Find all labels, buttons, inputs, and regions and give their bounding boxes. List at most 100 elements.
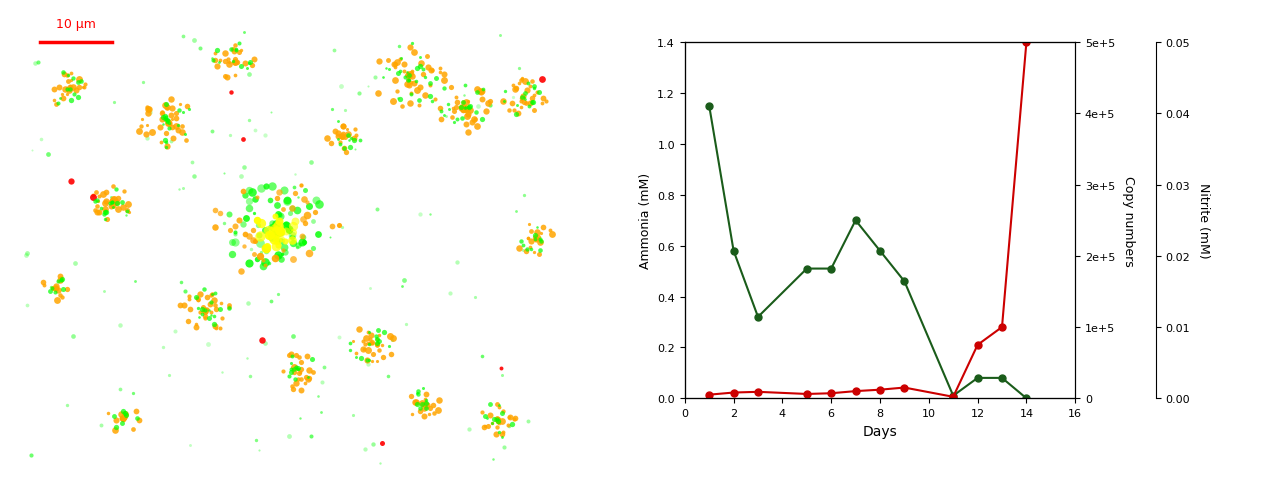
Point — [201, 309, 221, 317]
Point — [367, 205, 388, 213]
Point — [340, 135, 361, 143]
Point — [287, 380, 307, 387]
Point — [472, 116, 493, 123]
Point — [186, 323, 206, 331]
Point — [530, 246, 550, 254]
Point — [74, 84, 95, 92]
Point — [157, 119, 178, 126]
Point — [398, 70, 419, 78]
Point — [97, 216, 118, 223]
Point — [402, 68, 422, 76]
Point — [123, 425, 143, 433]
Point — [397, 81, 417, 88]
Point — [155, 113, 175, 120]
Point — [419, 410, 439, 418]
Point — [279, 372, 300, 380]
Point — [291, 376, 311, 384]
Point — [282, 352, 302, 360]
Point — [68, 94, 88, 101]
Point — [276, 197, 297, 204]
Point — [516, 247, 536, 255]
Point — [276, 228, 297, 235]
Point — [237, 65, 257, 73]
Point — [454, 105, 475, 112]
Point — [338, 132, 358, 139]
Point — [420, 404, 440, 412]
Point — [369, 332, 389, 339]
Point — [212, 315, 233, 323]
Point — [499, 413, 520, 420]
Point — [165, 328, 186, 336]
Point — [511, 104, 531, 111]
Point — [412, 401, 433, 408]
Point — [430, 69, 451, 76]
Point — [252, 263, 273, 270]
Point — [454, 104, 475, 111]
Point — [251, 240, 271, 247]
Point — [189, 309, 210, 317]
Point — [344, 137, 365, 145]
Point — [283, 256, 303, 264]
Point — [457, 105, 477, 113]
Point — [416, 399, 436, 407]
Point — [114, 188, 134, 195]
Point — [458, 426, 479, 433]
Point — [434, 77, 454, 84]
Point — [428, 407, 448, 414]
Point — [369, 347, 389, 354]
Point — [388, 95, 408, 103]
Point — [273, 251, 293, 259]
Point — [50, 276, 70, 284]
Point — [332, 132, 352, 140]
Point — [366, 336, 387, 344]
Point — [205, 207, 225, 215]
Point — [518, 221, 539, 229]
Point — [282, 231, 302, 239]
Point — [389, 68, 410, 76]
Point — [239, 71, 260, 79]
Point — [458, 106, 479, 113]
Point — [401, 70, 421, 78]
Point — [425, 96, 445, 103]
Point — [247, 194, 268, 202]
Point — [401, 79, 421, 87]
Point — [401, 90, 421, 97]
Point — [329, 222, 349, 229]
Point — [343, 337, 364, 345]
Point — [412, 399, 433, 407]
Point — [463, 116, 484, 123]
Point — [205, 290, 225, 298]
Point — [269, 230, 289, 238]
Point — [225, 59, 246, 67]
Point — [492, 371, 512, 379]
Point — [219, 60, 239, 67]
Point — [312, 378, 333, 386]
Point — [163, 124, 183, 132]
Point — [216, 74, 237, 82]
Point — [247, 255, 268, 263]
Point — [490, 365, 511, 372]
Point — [507, 109, 527, 117]
Point — [170, 302, 191, 310]
Point — [334, 107, 355, 114]
Point — [159, 120, 179, 127]
Point — [238, 259, 259, 267]
Point — [456, 105, 476, 113]
Point — [255, 262, 275, 270]
Point — [205, 224, 225, 232]
Point — [513, 241, 534, 249]
Point — [332, 134, 352, 142]
Point — [102, 198, 123, 206]
Point — [223, 46, 243, 54]
Point — [532, 95, 553, 103]
Point — [488, 416, 508, 423]
Point — [485, 430, 506, 438]
Point — [410, 96, 430, 104]
Point — [206, 63, 227, 71]
Point — [506, 84, 526, 92]
Point — [288, 241, 308, 249]
Point — [138, 110, 159, 118]
Point — [113, 415, 133, 422]
Point — [484, 415, 504, 423]
day vs ammonia — [995, 375, 1010, 381]
